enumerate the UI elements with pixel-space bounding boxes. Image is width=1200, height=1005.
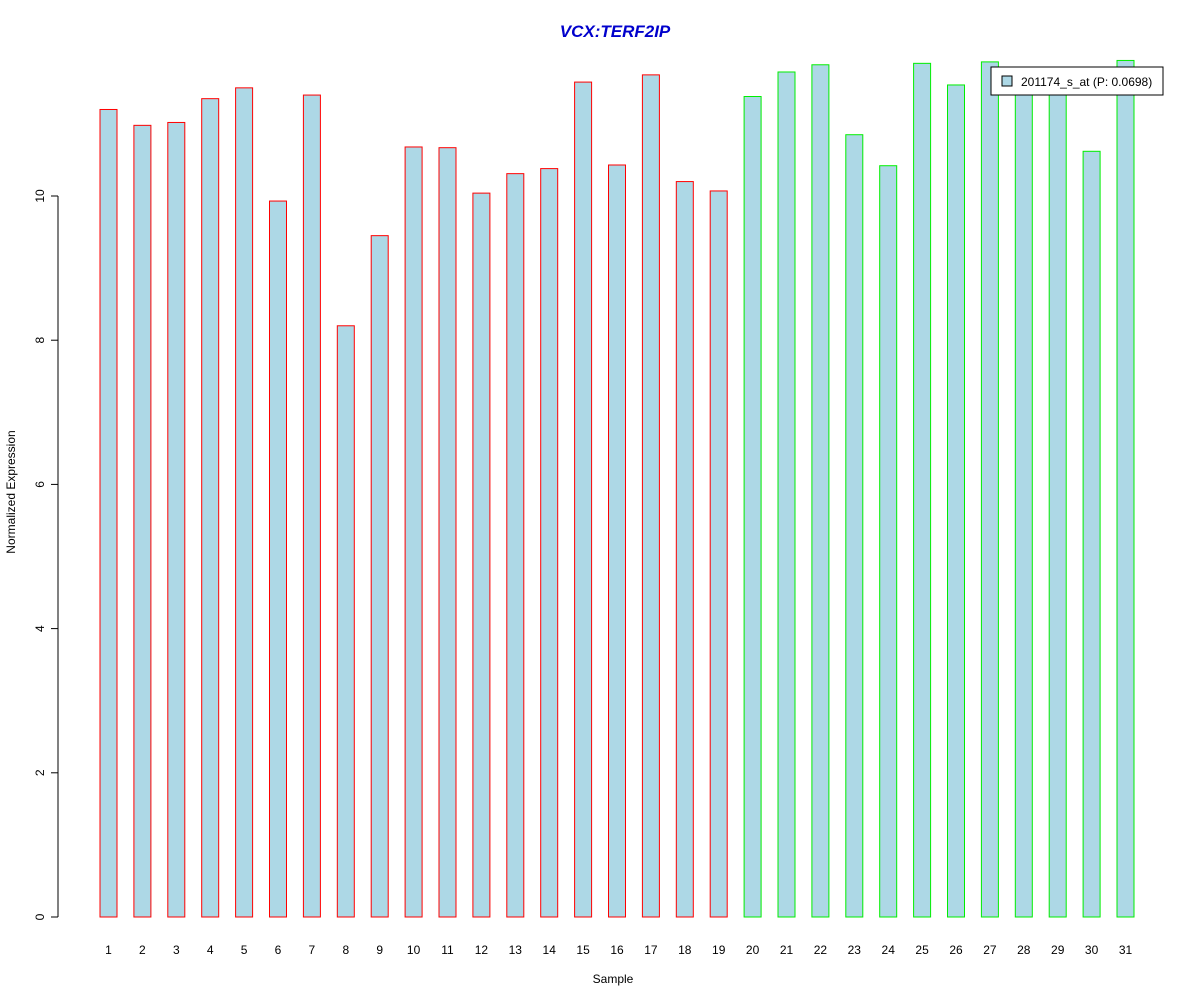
y-tick-label: 8 — [33, 337, 47, 344]
y-axis-label: Normalized Expression — [4, 430, 18, 553]
bar-sample-11 — [438, 147, 457, 918]
x-tick-label: 20 — [746, 943, 760, 957]
bar-sample-6 — [269, 200, 287, 918]
y-tick-label: 6 — [33, 481, 47, 488]
x-tick-label: 4 — [207, 943, 214, 957]
x-tick-label: 11 — [441, 943, 454, 957]
bar-sample-17 — [641, 74, 660, 918]
x-tick-label: 2 — [139, 943, 146, 957]
legend-label: 201174_s_at (P: 0.0698) — [1021, 75, 1152, 89]
bar-sample-23 — [845, 134, 864, 918]
x-tick-label: 19 — [712, 943, 726, 957]
x-tick-label: 14 — [543, 943, 557, 957]
bar-sample-22 — [811, 64, 830, 918]
bar-sample-21 — [777, 71, 796, 918]
bar-sample-10 — [404, 146, 423, 918]
bar-sample-13 — [506, 173, 525, 918]
x-tick-label: 18 — [678, 943, 692, 957]
x-tick-label: 24 — [882, 943, 896, 957]
bar-sample-5 — [235, 87, 254, 918]
bar-sample-3 — [167, 121, 186, 918]
bar-sample-18 — [675, 181, 694, 918]
x-tick-label: 10 — [407, 943, 421, 957]
bar-sample-16 — [608, 164, 626, 918]
bar-sample-7 — [302, 94, 321, 918]
x-tick-label: 27 — [983, 943, 997, 957]
bar-sample-26 — [947, 84, 965, 918]
x-tick-label: 3 — [173, 943, 180, 957]
y-tick-label: 10 — [33, 189, 47, 203]
y-tick-label: 4 — [33, 625, 47, 632]
bar-sample-12 — [472, 192, 491, 918]
x-tick-label: 13 — [509, 943, 523, 957]
x-tick-label: 8 — [342, 943, 349, 957]
x-axis-label: Sample — [593, 972, 634, 986]
x-tick-label: 30 — [1085, 943, 1099, 957]
bar-sample-30 — [1082, 150, 1101, 918]
x-tick-label: 9 — [376, 943, 383, 957]
bars-group — [99, 59, 1135, 918]
y-tick-label: 2 — [33, 769, 47, 776]
x-tick-label: 12 — [475, 943, 489, 957]
bar-sample-19 — [709, 190, 728, 918]
bar-sample-20 — [743, 96, 762, 918]
bar-sample-8 — [336, 325, 355, 918]
x-tick-label: 6 — [275, 943, 282, 957]
bar-sample-31 — [1116, 59, 1135, 918]
bar-sample-2 — [133, 124, 152, 918]
x-tick-label: 26 — [949, 943, 963, 957]
bar-sample-25 — [913, 62, 932, 918]
x-tick-label: 16 — [610, 943, 624, 957]
y-tick-label: 0 — [33, 913, 47, 920]
bar-sample-9 — [370, 235, 389, 918]
bar-sample-1 — [99, 108, 118, 918]
bar-sample-28 — [1014, 87, 1033, 918]
x-tick-label: 5 — [241, 943, 248, 957]
legend: 201174_s_at (P: 0.0698) — [990, 66, 1164, 96]
y-axis: 0 2 4 6 8 10 — [33, 189, 59, 920]
bar-sample-27 — [980, 61, 999, 918]
chart-title: VCX:TERF2IP — [560, 22, 671, 41]
x-tick-label: 28 — [1017, 943, 1031, 957]
x-tick-label: 23 — [848, 943, 862, 957]
x-tick-label: 22 — [814, 943, 828, 957]
x-tick-labels: 1 2 3 4 5 6 7 8 9 10 11 12 13 14 15 16 17 18 19 20 21 22 23 24 2… — [105, 943, 1132, 957]
x-tick-label: 25 — [915, 943, 929, 957]
x-tick-label: 29 — [1051, 943, 1065, 957]
bar-sample-29 — [1048, 87, 1067, 918]
bar-sample-15 — [574, 81, 593, 918]
x-tick-label: 1 — [105, 943, 112, 957]
legend-box — [990, 66, 1164, 96]
legend-swatch — [1001, 75, 1013, 87]
bar-sample-14 — [540, 168, 559, 918]
bar-sample-24 — [879, 165, 898, 918]
x-tick-label: 17 — [644, 943, 658, 957]
bar-sample-4 — [201, 98, 220, 918]
x-tick-label: 21 — [780, 943, 794, 957]
x-tick-label: 7 — [309, 943, 316, 957]
x-tick-label: 15 — [576, 943, 590, 957]
x-tick-label: 31 — [1119, 943, 1133, 957]
